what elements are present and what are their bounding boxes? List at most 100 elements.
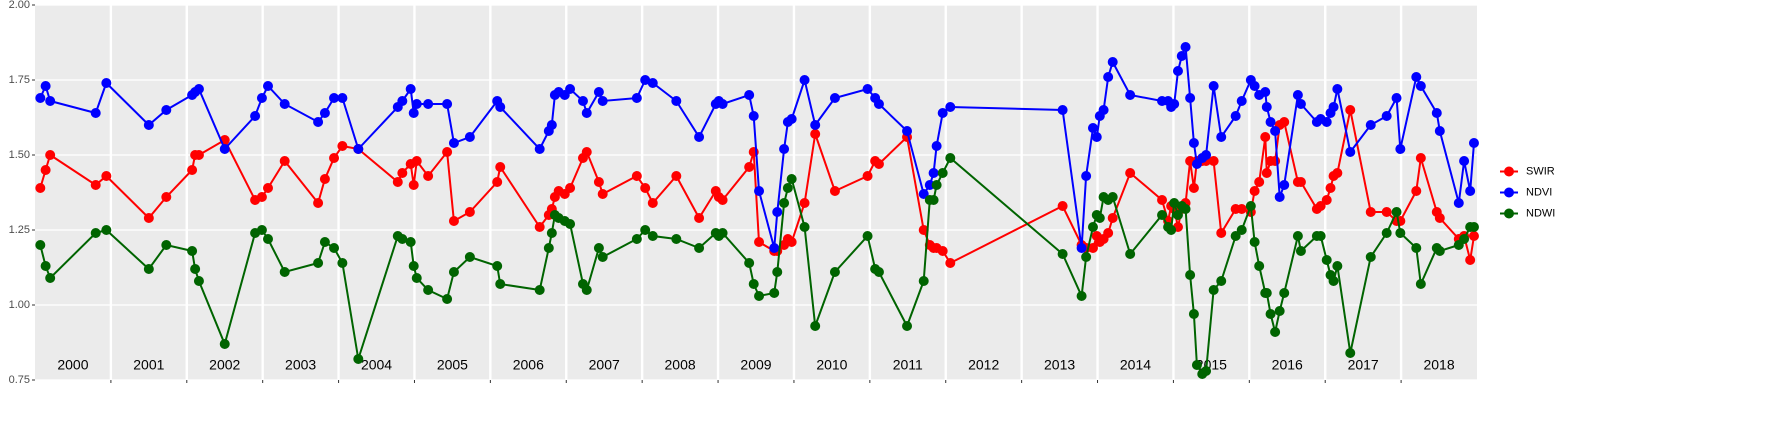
- point: [631, 93, 642, 103]
- point: [464, 207, 475, 217]
- point: [495, 279, 506, 289]
- point: [694, 132, 705, 142]
- point: [647, 198, 658, 208]
- point: [593, 87, 604, 97]
- point: [492, 177, 503, 187]
- point: [1295, 246, 1306, 256]
- point: [256, 192, 267, 202]
- point: [187, 246, 198, 256]
- point: [1057, 249, 1068, 259]
- point: [411, 273, 422, 283]
- point: [945, 153, 956, 163]
- point: [543, 243, 554, 253]
- point: [1434, 246, 1445, 256]
- point: [779, 144, 790, 154]
- point: [423, 285, 434, 295]
- point: [448, 267, 459, 277]
- point: [35, 183, 46, 193]
- point: [1057, 201, 1068, 211]
- point: [1188, 183, 1199, 193]
- point: [1216, 228, 1227, 238]
- point: [597, 96, 608, 106]
- point: [337, 93, 348, 103]
- point: [1191, 360, 1202, 370]
- point: [1172, 66, 1183, 76]
- point: [1365, 120, 1376, 130]
- point: [190, 264, 201, 274]
- point: [918, 225, 929, 235]
- point: [1188, 138, 1199, 148]
- point: [1081, 252, 1092, 262]
- point: [279, 156, 290, 166]
- point: [1391, 207, 1402, 217]
- point: [597, 189, 608, 199]
- x-tick-label: 2007: [589, 357, 620, 373]
- point: [546, 228, 557, 238]
- point: [319, 174, 330, 184]
- point: [786, 237, 797, 247]
- point: [1260, 87, 1271, 97]
- point: [772, 207, 783, 217]
- point: [1465, 255, 1476, 265]
- point: [329, 93, 340, 103]
- point: [565, 84, 576, 94]
- point: [40, 165, 51, 175]
- point: [671, 234, 682, 244]
- x-tick-label: 2006: [513, 357, 544, 373]
- point: [1208, 156, 1219, 166]
- point: [423, 171, 434, 181]
- legend-marker: [1504, 208, 1514, 219]
- point: [1260, 132, 1271, 142]
- legend-label: NDVI: [1526, 186, 1552, 198]
- point: [1328, 276, 1339, 286]
- point: [1087, 123, 1098, 133]
- x-tick-label: 2012: [968, 357, 999, 373]
- point: [640, 225, 651, 235]
- point: [313, 258, 324, 268]
- point: [1295, 177, 1306, 187]
- point: [101, 225, 112, 235]
- point: [1411, 186, 1422, 196]
- x-tick-label: 2000: [57, 357, 88, 373]
- point: [945, 102, 956, 112]
- point: [862, 84, 873, 94]
- point: [577, 96, 588, 106]
- point: [829, 93, 840, 103]
- point: [918, 276, 929, 286]
- point: [581, 147, 592, 157]
- y-tick-label: 1.75: [9, 74, 30, 86]
- point: [1279, 180, 1290, 190]
- point: [319, 108, 330, 118]
- point: [262, 81, 273, 91]
- point: [397, 234, 408, 244]
- legend-label: SWIR: [1526, 165, 1555, 177]
- point: [769, 288, 780, 298]
- point: [931, 180, 942, 190]
- y-tick-label: 1.00: [9, 299, 30, 311]
- point: [1365, 252, 1376, 262]
- x-tick-label: 2017: [1348, 357, 1379, 373]
- point: [1157, 195, 1168, 205]
- point: [754, 291, 765, 301]
- point: [1249, 81, 1260, 91]
- point: [1391, 93, 1402, 103]
- point: [90, 108, 101, 118]
- point: [35, 240, 46, 250]
- point: [1468, 231, 1479, 241]
- point: [534, 144, 545, 154]
- point: [937, 168, 948, 178]
- point: [90, 228, 101, 238]
- y-tick-label: 1.50: [9, 149, 30, 161]
- point: [1295, 99, 1306, 109]
- point: [534, 285, 545, 295]
- point: [717, 228, 728, 238]
- point: [1270, 156, 1281, 166]
- point: [1434, 213, 1445, 223]
- point: [392, 177, 403, 187]
- point: [1459, 234, 1470, 244]
- point: [219, 144, 230, 154]
- y-tick-label: 0.75: [9, 374, 30, 386]
- point: [1279, 288, 1290, 298]
- point: [1185, 270, 1196, 280]
- point: [1087, 243, 1098, 253]
